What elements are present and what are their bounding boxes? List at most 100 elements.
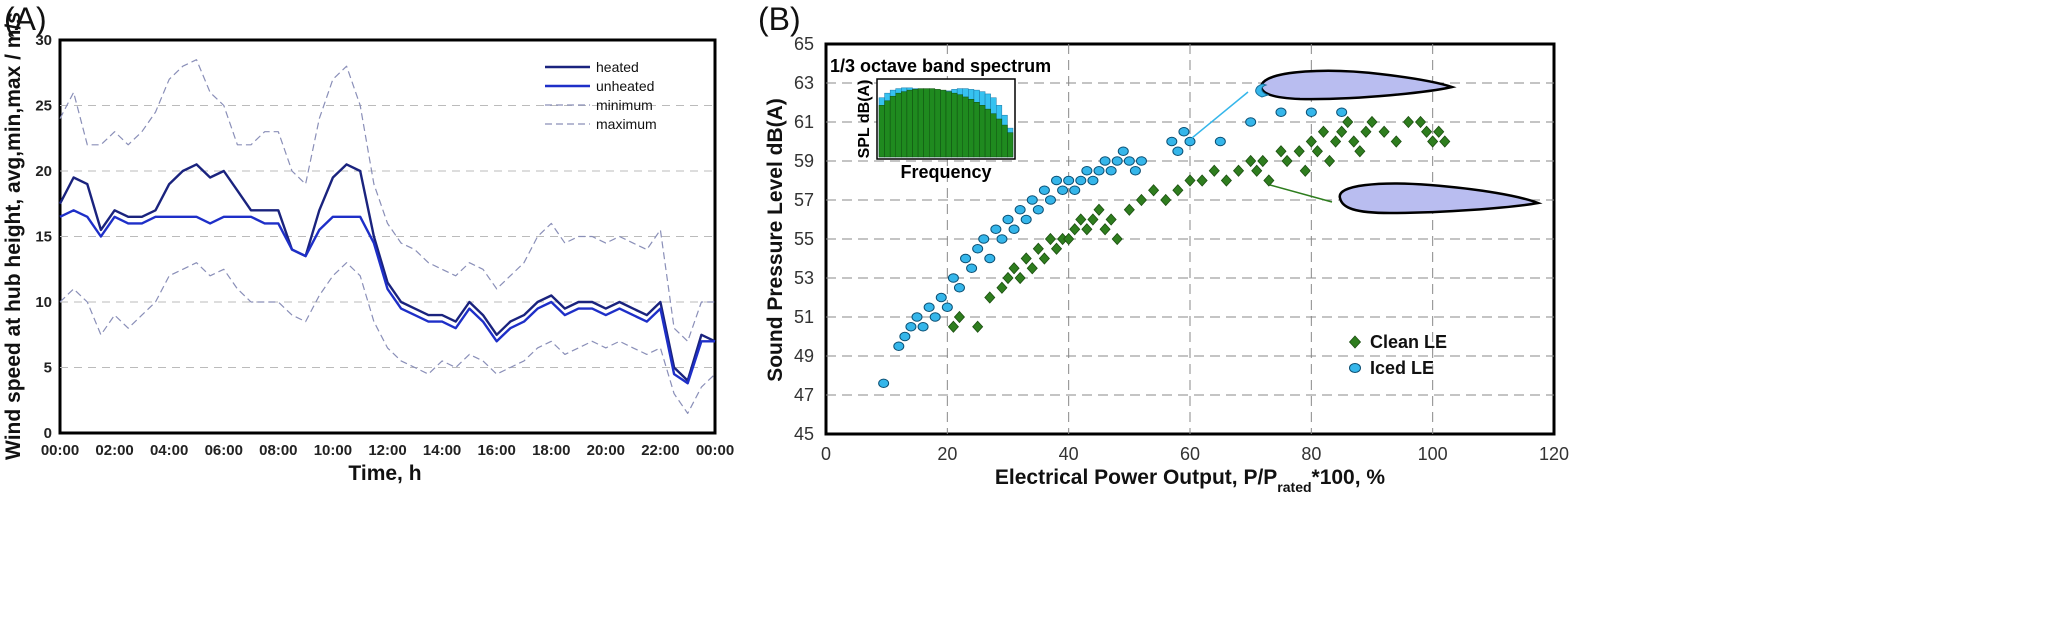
- b-legend-label-1: Iced LE: [1370, 358, 1434, 378]
- iced-le-point: [1111, 156, 1123, 166]
- iced-le-point: [878, 378, 890, 388]
- inset-clean-bar: [996, 118, 1003, 158]
- clean-le-point: [1220, 174, 1232, 187]
- iced-le-point: [1172, 146, 1184, 156]
- clean-le-point: [1427, 135, 1439, 148]
- clean-le-point: [1020, 252, 1032, 265]
- a-x-tick-label-7: 14:00: [423, 442, 461, 459]
- iced-le-point: [996, 234, 1008, 244]
- iced-le-point: [1075, 175, 1087, 186]
- a-y-tick-label-2: 10: [35, 294, 52, 311]
- iced-le-point: [1026, 195, 1038, 205]
- iced-le-point: [911, 312, 923, 322]
- b-x-tick-label-0: 0: [821, 444, 831, 464]
- iced-le-point: [1002, 214, 1014, 225]
- clean-le-point: [1275, 145, 1287, 158]
- iced-le-point: [1117, 146, 1129, 156]
- b-legend-label-0: Clean LE: [1370, 332, 1447, 352]
- a-x-tick-label-3: 06:00: [205, 442, 243, 459]
- a-series-line-heated: [58, 163, 716, 382]
- clean-le-point: [1032, 242, 1044, 255]
- clean-le-point: [1148, 184, 1160, 197]
- b-y-tick-label-8: 61: [794, 112, 814, 132]
- a-x-tick-label-0: 00:00: [41, 442, 79, 459]
- inset-clean-bar: [984, 108, 991, 158]
- clean-le-point: [1360, 125, 1372, 138]
- panel-b-label: (B): [758, 1, 801, 37]
- inset-clean-bar: [956, 94, 964, 158]
- clean-le-point: [1305, 135, 1317, 148]
- a-series-line-minimum: [59, 262, 716, 414]
- inset-clean-bar: [1007, 132, 1014, 158]
- inset-clean-bar: [979, 105, 986, 158]
- inset-clean-bar: [884, 100, 891, 158]
- clean-le-point: [1354, 145, 1366, 158]
- clean-le-point: [1002, 271, 1014, 285]
- inset-x-label: Frequency: [900, 162, 991, 182]
- iced-le-point: [1184, 136, 1196, 147]
- b-y-tick-label-4: 53: [794, 268, 814, 288]
- inset-clean-bar: [973, 102, 980, 158]
- inset-clean-bar: [917, 88, 924, 158]
- inset-clean-bar: [923, 88, 930, 158]
- inset-y-label: SPL dB(A): [856, 80, 873, 159]
- iced-le-point: [1214, 136, 1226, 147]
- b-x-tick-label-3: 60: [1180, 444, 1200, 464]
- iced-le-point: [929, 312, 941, 322]
- clean-le-point: [1342, 115, 1354, 129]
- clean-le-point: [1299, 164, 1311, 177]
- inset-clean-bar: [901, 91, 908, 158]
- iced-le-point: [953, 283, 965, 293]
- panel-b-y-axis-label: Sound Pressure Level dB(A): [764, 98, 787, 382]
- iced-le-point: [1123, 156, 1135, 166]
- clean-le-point: [1311, 145, 1323, 158]
- a-legend-label-unheated: unheated: [596, 78, 654, 94]
- b-x-tick-label-1: 20: [937, 444, 957, 464]
- panel-a-series: [58, 59, 716, 414]
- a-y-tick-label-4: 20: [35, 163, 52, 180]
- clean-le-point: [1330, 135, 1342, 148]
- clean-le-point: [1323, 154, 1336, 168]
- clean-le-point: [1123, 203, 1135, 216]
- b-y-tick-label-6: 57: [794, 190, 814, 210]
- a-legend-label-maximum: maximum: [596, 116, 657, 132]
- a-series-line-unheated: [59, 209, 715, 385]
- clean-le-point: [1414, 115, 1427, 129]
- clean-le-point: [1081, 223, 1093, 236]
- panel-a-y-axis-label: Wind speed at hub height, avg,min,max / …: [2, 12, 25, 460]
- inset-clean-bar: [895, 92, 902, 158]
- b-y-tick-label-0: 45: [794, 424, 814, 444]
- iced-le-point: [1063, 175, 1075, 186]
- clean-le-point: [1281, 154, 1293, 168]
- iced-le-point: [1087, 175, 1099, 186]
- b-x-tick-label-5: 100: [1418, 444, 1448, 464]
- iced-le-point: [1166, 136, 1178, 147]
- clean-le-point: [1050, 242, 1063, 255]
- clean-le-point: [1402, 115, 1414, 129]
- clean-le-point: [1378, 125, 1390, 138]
- clean-le-point: [1069, 223, 1081, 236]
- iced-le-point: [1178, 127, 1190, 137]
- a-y-tick-label-6: 30: [35, 32, 52, 49]
- iced-le-point: [1020, 214, 1032, 225]
- a-legend-label-heated: heated: [596, 59, 639, 75]
- panel-a-x-ticks: 00:00 02:00 04:00 06:00 08:00 10:00 12:00 14:00…: [41, 442, 734, 459]
- inset-clean-bar: [951, 92, 958, 158]
- iced-le-point: [960, 253, 972, 264]
- b-legend-marker-clean: [1348, 335, 1362, 349]
- iced-le-point: [917, 322, 929, 332]
- b-y-tick-label-9: 63: [794, 73, 814, 93]
- clean-le-point: [1196, 174, 1208, 187]
- a-x-tick-label-10: 20:00: [587, 442, 625, 459]
- x-label-sub: rated: [1277, 479, 1311, 495]
- b-y-tick-label-1: 47: [794, 385, 814, 405]
- clean-le-point: [1087, 213, 1099, 226]
- clean-le-point: [1433, 125, 1445, 138]
- clean-le-point: [1439, 135, 1451, 148]
- inset-clean-bar: [940, 89, 947, 158]
- panel-b-scatter-chart: (B) 45 47 49 51 53 55 57 59 61 63 65 0 20 40 60 80 100 1…: [758, 1, 1569, 495]
- clean-le-point: [1160, 193, 1172, 207]
- iced-le-point: [1051, 175, 1063, 186]
- a-x-tick-label-2: 04:00: [150, 442, 188, 459]
- iced-le-point: [1008, 224, 1020, 234]
